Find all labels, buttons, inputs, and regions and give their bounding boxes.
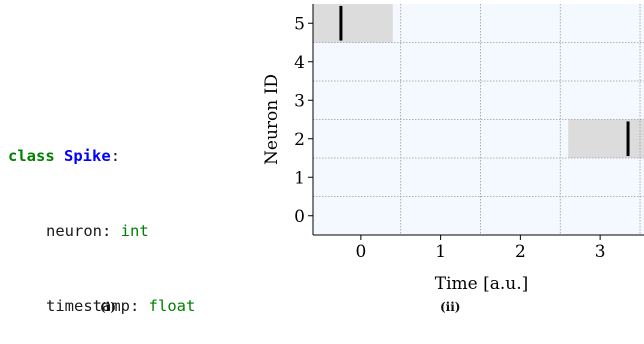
field-name: neuron: [46, 222, 102, 240]
y-tick-label: 3: [294, 91, 305, 111]
field-name: timestamp: [46, 297, 130, 315]
y-tick-label: 2: [294, 130, 305, 150]
field-type: int: [120, 222, 149, 240]
y-tick-label: 4: [294, 53, 305, 73]
field-separator: :: [102, 222, 121, 240]
field-line-timestamp: timestamp: float: [8, 294, 195, 319]
y-tick-label: 0: [294, 207, 305, 227]
y-tick-label: 5: [294, 14, 305, 34]
class-colon: :: [110, 147, 121, 165]
x-tick-label: 2: [515, 242, 526, 262]
y-tick-label: 1: [294, 168, 305, 188]
highlight-box-0: [313, 4, 393, 43]
spike-raster-chart: 0 1 2 3 4 5 0 1 2 3 Time [a.u.] Neuron ID: [262, 4, 644, 294]
x-tick-label: 3: [595, 242, 606, 262]
x-axis-label: Time [a.u.]: [435, 274, 529, 294]
class-name: Spike: [64, 147, 111, 165]
field-separator: :: [130, 297, 149, 315]
field-type: float: [148, 297, 196, 315]
class-keyword: class: [8, 147, 55, 165]
highlight-box-1: [568, 119, 644, 158]
y-axis-label: Neuron ID: [262, 74, 282, 165]
class-declaration-line: class Spike:: [8, 144, 195, 169]
spike-class-code: class Spike: neuron: int timestamp: floa…: [8, 94, 195, 344]
panel-label-ii: (ii): [440, 300, 461, 314]
panel-label-i: (i): [100, 300, 116, 314]
field-line-neuron: neuron: int: [8, 219, 195, 244]
x-tick-label: 1: [435, 242, 446, 262]
x-tick-label: 0: [355, 242, 366, 262]
